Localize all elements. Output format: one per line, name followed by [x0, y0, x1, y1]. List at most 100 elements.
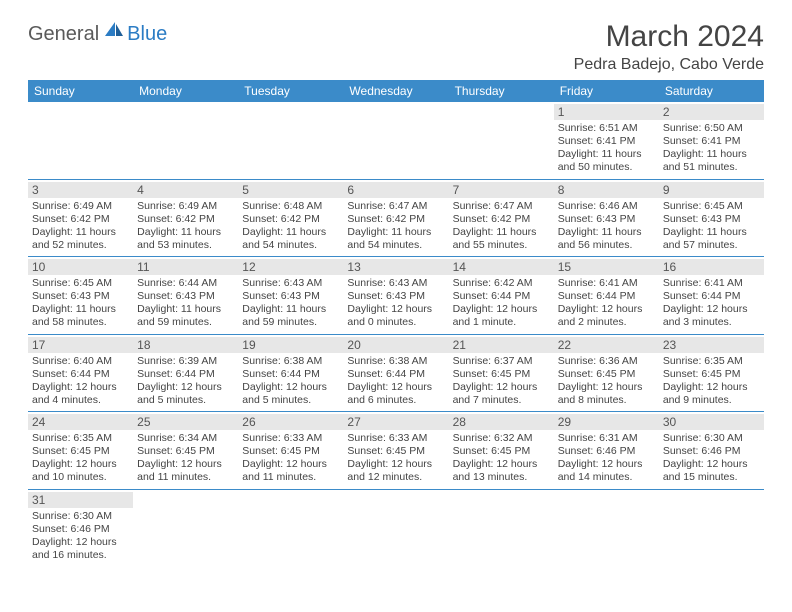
day-detail: Sunset: 6:43 PM — [347, 290, 444, 303]
day-cell: 9Sunrise: 6:45 AMSunset: 6:43 PMDaylight… — [659, 180, 764, 257]
day-detail: and 5 minutes. — [137, 394, 234, 407]
logo: General Blue — [28, 20, 167, 49]
day-detail: Daylight: 12 hours — [347, 381, 444, 394]
day-detail: Sunset: 6:46 PM — [32, 523, 129, 536]
day-cell: 22Sunrise: 6:36 AMSunset: 6:45 PMDayligh… — [554, 335, 659, 412]
week-row: 17Sunrise: 6:40 AMSunset: 6:44 PMDayligh… — [28, 335, 764, 413]
day-detail: Sunrise: 6:37 AM — [453, 355, 550, 368]
day-detail: Sunset: 6:42 PM — [32, 213, 129, 226]
day-detail: Sunrise: 6:45 AM — [663, 200, 760, 213]
week-row: 1Sunrise: 6:51 AMSunset: 6:41 PMDaylight… — [28, 102, 764, 180]
day-detail: Sunrise: 6:32 AM — [453, 432, 550, 445]
day-detail: Sunset: 6:43 PM — [242, 290, 339, 303]
day-detail: and 11 minutes. — [137, 471, 234, 484]
day-cell: 10Sunrise: 6:45 AMSunset: 6:43 PMDayligh… — [28, 257, 133, 334]
day-detail: Daylight: 12 hours — [242, 381, 339, 394]
day-number: 19 — [238, 337, 343, 353]
weekday: Tuesday — [238, 80, 343, 102]
day-detail: and 5 minutes. — [242, 394, 339, 407]
day-detail: Sunset: 6:42 PM — [242, 213, 339, 226]
day-number: 9 — [659, 182, 764, 198]
day-detail: Sunrise: 6:47 AM — [347, 200, 444, 213]
day-number: 26 — [238, 414, 343, 430]
day-cell: 14Sunrise: 6:42 AMSunset: 6:44 PMDayligh… — [449, 257, 554, 334]
day-detail: Daylight: 11 hours — [32, 303, 129, 316]
day-detail: and 4 minutes. — [32, 394, 129, 407]
day-detail: and 52 minutes. — [32, 239, 129, 252]
day-detail: and 50 minutes. — [558, 161, 655, 174]
day-detail: and 55 minutes. — [453, 239, 550, 252]
day-detail: Sunrise: 6:50 AM — [663, 122, 760, 135]
day-detail: Sunset: 6:43 PM — [663, 213, 760, 226]
weekday: Friday — [554, 80, 659, 102]
day-detail: and 9 minutes. — [663, 394, 760, 407]
day-detail: and 8 minutes. — [558, 394, 655, 407]
day-number: 13 — [343, 259, 448, 275]
day-detail: Daylight: 11 hours — [558, 226, 655, 239]
day-number: 12 — [238, 259, 343, 275]
day-cell: 11Sunrise: 6:44 AMSunset: 6:43 PMDayligh… — [133, 257, 238, 334]
day-detail: Daylight: 12 hours — [242, 458, 339, 471]
day-detail: Sunset: 6:45 PM — [32, 445, 129, 458]
day-detail: and 10 minutes. — [32, 471, 129, 484]
day-cell: 23Sunrise: 6:35 AMSunset: 6:45 PMDayligh… — [659, 335, 764, 412]
day-cell: 17Sunrise: 6:40 AMSunset: 6:44 PMDayligh… — [28, 335, 133, 412]
day-detail: and 3 minutes. — [663, 316, 760, 329]
weekday: Thursday — [449, 80, 554, 102]
day-number: 1 — [554, 104, 659, 120]
day-detail: Daylight: 12 hours — [453, 458, 550, 471]
day-detail: Daylight: 12 hours — [453, 381, 550, 394]
day-detail: Sunrise: 6:31 AM — [558, 432, 655, 445]
day-detail: Daylight: 12 hours — [558, 458, 655, 471]
day-detail: Daylight: 12 hours — [558, 303, 655, 316]
day-number: 31 — [28, 492, 133, 508]
day-detail: and 58 minutes. — [32, 316, 129, 329]
day-detail: Daylight: 11 hours — [32, 226, 129, 239]
day-cell: 8Sunrise: 6:46 AMSunset: 6:43 PMDaylight… — [554, 180, 659, 257]
day-detail: Sunrise: 6:33 AM — [347, 432, 444, 445]
header: General Blue March 2024 Pedra Badejo, Ca… — [28, 20, 764, 74]
day-detail: Daylight: 12 hours — [663, 303, 760, 316]
day-detail: Sunset: 6:45 PM — [137, 445, 234, 458]
day-detail: Sunrise: 6:33 AM — [242, 432, 339, 445]
day-cell: 26 Sunrise: 6:33 AMSunset: 6:45 PMDayligh… — [238, 412, 343, 489]
day-number: 11 — [133, 259, 238, 275]
day-detail: and 6 minutes. — [347, 394, 444, 407]
day-detail: Daylight: 12 hours — [32, 536, 129, 549]
day-number: 18 — [133, 337, 238, 353]
day-cell: 27Sunrise: 6:33 AMSunset: 6:45 PMDayligh… — [343, 412, 448, 489]
day-number: 15 — [554, 259, 659, 275]
day-detail: Sunrise: 6:43 AM — [347, 277, 444, 290]
day-detail: Sunrise: 6:30 AM — [663, 432, 760, 445]
day-detail: Daylight: 12 hours — [347, 458, 444, 471]
week-row: 24Sunrise: 6:35 AMSunset: 6:45 PMDayligh… — [28, 412, 764, 490]
day-number: 2 — [659, 104, 764, 120]
day-detail: and 16 minutes. — [32, 549, 129, 562]
day-detail: Sunset: 6:43 PM — [137, 290, 234, 303]
day-detail: Sunrise: 6:38 AM — [242, 355, 339, 368]
day-detail: Daylight: 11 hours — [137, 303, 234, 316]
day-detail: and 51 minutes. — [663, 161, 760, 174]
day-detail: Daylight: 11 hours — [242, 226, 339, 239]
page-title: March 2024 — [574, 20, 764, 54]
week-row: 31Sunrise: 6:30 AMSunset: 6:46 PMDayligh… — [28, 490, 764, 567]
day-detail: and 54 minutes. — [347, 239, 444, 252]
day-detail: and 1 minute. — [453, 316, 550, 329]
day-number: 10 — [28, 259, 133, 275]
day-detail: Sunrise: 6:48 AM — [242, 200, 339, 213]
day-cell: 25Sunrise: 6:34 AMSunset: 6:45 PMDayligh… — [133, 412, 238, 489]
day-detail: Daylight: 11 hours — [137, 226, 234, 239]
day-detail: Sunrise: 6:35 AM — [32, 432, 129, 445]
day-detail: Sunrise: 6:51 AM — [558, 122, 655, 135]
day-detail: Sunrise: 6:38 AM — [347, 355, 444, 368]
day-detail: and 59 minutes. — [137, 316, 234, 329]
day-cell: 21Sunrise: 6:37 AMSunset: 6:45 PMDayligh… — [449, 335, 554, 412]
day-detail: Daylight: 12 hours — [347, 303, 444, 316]
day-cell: 13 Sunrise: 6:43 AMSunset: 6:43 PMDayligh… — [343, 257, 448, 334]
empty-cell — [449, 490, 554, 567]
day-detail: Sunset: 6:43 PM — [558, 213, 655, 226]
day-number: 21 — [449, 337, 554, 353]
day-number: 20 — [343, 337, 448, 353]
day-detail: Sunset: 6:45 PM — [242, 445, 339, 458]
day-detail: Sunset: 6:42 PM — [453, 213, 550, 226]
